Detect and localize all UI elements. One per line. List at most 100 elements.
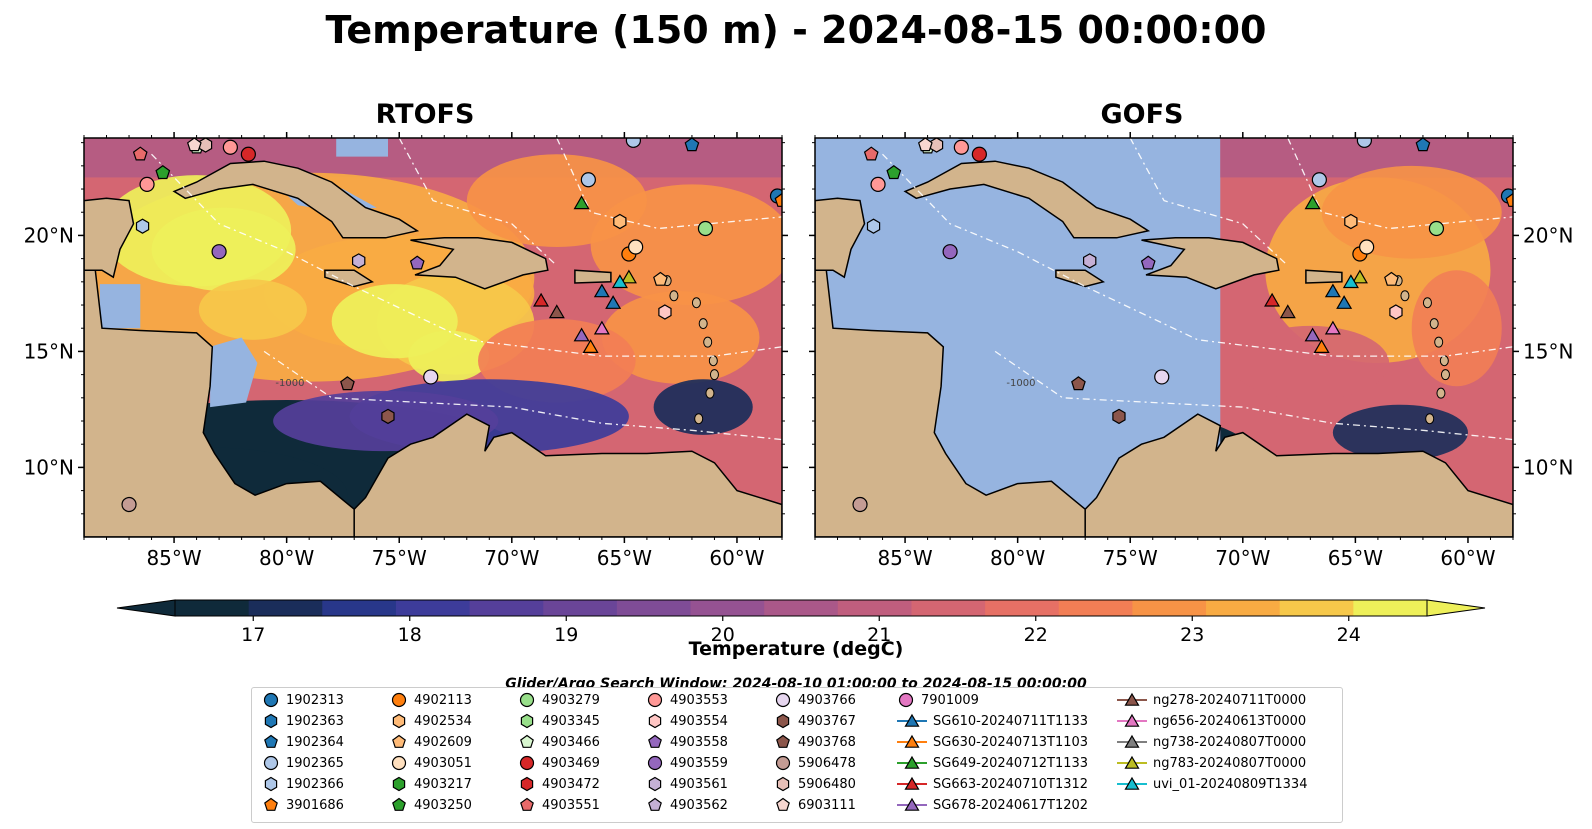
legend-item: 1902313 (262, 690, 344, 710)
legend-symbol (1124, 755, 1140, 769)
legend-label: 3901686 (286, 797, 344, 813)
eez-boundary (1287, 138, 1513, 230)
y-tick-label: 15°N (24, 339, 74, 363)
legend-symbol (520, 776, 534, 792)
land-cuba (903, 160, 1151, 239)
legend-symbol (263, 692, 279, 708)
island (1422, 297, 1432, 309)
marker-1902364 (1415, 138, 1431, 152)
panel-title-gofs: GOFS (1100, 99, 1184, 130)
legend-marker (648, 797, 662, 811)
legend-marker (897, 734, 927, 748)
x-tick-label: 70°W (484, 546, 539, 570)
legend-item: 7901009 (897, 690, 979, 710)
legend-item: 4902609 (390, 732, 472, 752)
marker-4903250 (155, 165, 171, 180)
legend-item: 6903111 (774, 795, 856, 815)
legend-item: 4903559 (646, 753, 728, 773)
land-florida (227, 138, 282, 139)
land-hisp (410, 237, 549, 290)
legend-label: SG663-20240710T1312 (933, 776, 1089, 792)
shallow-bank (941, 337, 989, 408)
x-tick-label: 65°W (597, 546, 652, 570)
legend-label: 6903111 (798, 797, 856, 813)
legend-marker (776, 776, 790, 792)
marker-4903554 (1389, 304, 1403, 320)
marker-5906480 (198, 138, 213, 153)
legend-marker (647, 692, 663, 708)
marker-1902365 (625, 138, 641, 148)
legend-symbol (904, 755, 920, 769)
marker-4903558 (409, 255, 425, 270)
legend-marker (520, 776, 534, 792)
legend-symbol (520, 734, 534, 748)
legend-label: 7901009 (921, 692, 979, 708)
marker-1902365 (580, 172, 596, 188)
legend-symbol (904, 713, 920, 727)
eez-boundary (1129, 138, 1289, 267)
land-pr (574, 269, 612, 284)
marker-4903551 (132, 146, 148, 161)
island (691, 297, 701, 309)
map-layers: -1000 (815, 138, 1513, 537)
marker-ng278 (548, 304, 565, 319)
legend-symbol (1124, 713, 1140, 727)
legend-symbol (520, 797, 534, 811)
legend-symbol (904, 797, 920, 811)
land-hisp (1141, 237, 1280, 290)
colorbar-segment (1353, 600, 1428, 616)
map-panel-gofs: -1000 85°W 80°W 75°W 70°W 65°W 60°W 10°N 15°N 20°… (809, 132, 1573, 570)
eez-boundary (263, 350, 782, 441)
colorbar-tick-label: 18 (398, 624, 422, 646)
legend-marker (898, 692, 914, 708)
legend-marker (897, 797, 927, 811)
land-yucatan (815, 197, 866, 279)
colorbar-segment (543, 600, 618, 616)
legend-symbol (264, 734, 278, 748)
marker-4903554 (658, 304, 672, 320)
colorbar-segment (837, 600, 912, 616)
legend-marker (648, 713, 662, 729)
marker-4903279 (697, 220, 714, 237)
marker-3901686 (774, 192, 782, 207)
shallow-bank (830, 284, 872, 329)
marker-SG610 (1336, 295, 1353, 309)
marker-ng783 (620, 269, 637, 284)
marker-4903767 (1112, 408, 1126, 425)
marker-4903279 (1428, 220, 1445, 237)
legend-item: 4903466 (518, 732, 600, 752)
island (669, 290, 679, 302)
colorbar-segment (1206, 600, 1281, 616)
legend-symbol (648, 734, 662, 748)
legend-symbol (264, 797, 278, 811)
legend-symbol (776, 797, 790, 811)
legend-item: 1902365 (262, 753, 344, 773)
marker-5906478 (121, 496, 137, 513)
legend-item: 4903469 (518, 753, 600, 773)
island (1400, 290, 1410, 302)
eez-boundary (556, 138, 782, 230)
eez-boundary (994, 350, 1513, 441)
legend-marker (392, 713, 406, 729)
legend-symbol (647, 692, 663, 708)
colorbar-tick-label: 22 (1024, 624, 1048, 646)
legend-label: uvi_01-20240809T1334 (1153, 776, 1308, 792)
marker-4903768 (340, 376, 355, 391)
marker-4903553 (870, 176, 886, 192)
marker-1902364 (684, 138, 700, 152)
legend-label: 5906480 (798, 776, 856, 792)
land-jam (1055, 269, 1106, 288)
y-tick-label: 20°N (1523, 223, 1573, 247)
field-patch (1231, 325, 1390, 401)
colorbar-segment (1058, 600, 1133, 616)
legend-label: SG610-20240711T1133 (933, 713, 1089, 729)
legend-symbol (392, 734, 406, 748)
legend-item: ng656-20240613T0000 (1117, 711, 1306, 731)
legend-marker (263, 755, 279, 771)
legend-symbol (392, 713, 406, 729)
legend-item: SG649-20240712T1133 (897, 753, 1088, 773)
marker-1902366 (866, 218, 881, 234)
legend-symbol (647, 755, 663, 771)
legend-symbol (648, 776, 662, 792)
x-tick-label: 65°W (1328, 546, 1383, 570)
